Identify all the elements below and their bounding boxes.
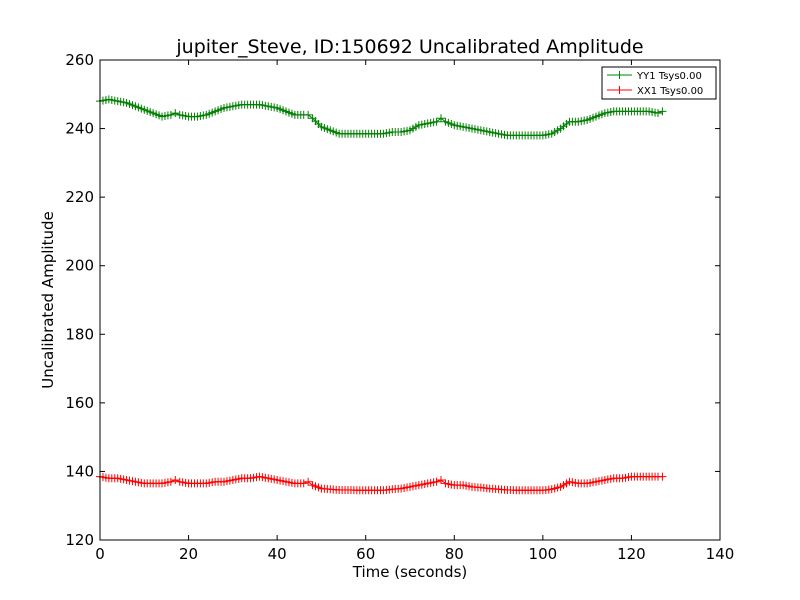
data-point-marker	[166, 477, 175, 486]
legend-swatch-marker	[615, 86, 624, 94]
legend-swatch-marker	[615, 71, 624, 79]
data-point-marker	[437, 476, 445, 484]
x-tick-label: 0	[95, 545, 105, 563]
series-xx1	[96, 472, 667, 495]
data-point-marker	[658, 472, 667, 481]
y-tick-label: 160	[65, 394, 94, 412]
y-tick-label: 220	[65, 188, 94, 206]
y-tick-label: 200	[65, 257, 94, 275]
axes-frame	[99, 59, 721, 541]
data-point-marker	[299, 479, 308, 488]
legend-box	[601, 66, 717, 100]
x-tick-label: 100	[529, 545, 558, 563]
x-tick-label: 60	[356, 545, 375, 563]
data-point-marker	[654, 109, 662, 118]
data-point-marker	[658, 107, 667, 116]
x-tick-label: 40	[268, 545, 287, 563]
series-yy1	[96, 95, 667, 140]
ticks: 0 20 40 60 80 100 120 140 120 140 160 180 200 220 240 2…	[65, 51, 734, 563]
y-tick-label: 180	[65, 325, 94, 343]
data-point-marker	[304, 477, 313, 486]
y-tick-label: 240	[65, 120, 94, 138]
data-point-marker	[432, 117, 441, 126]
y-tick-label: 140	[65, 462, 94, 480]
data-point-marker	[304, 110, 313, 119]
y-axis-label: Uncalibrated Amplitude	[39, 211, 57, 388]
legend: YY1 Tsys0.00 XX1 Tsys0.00	[601, 66, 717, 100]
x-tick-label: 120	[617, 545, 646, 563]
plot-area	[96, 95, 667, 495]
x-axis-label: Time (seconds)	[352, 563, 468, 581]
x-tick-label: 20	[179, 545, 198, 563]
legend-entry-label: XX1 Tsys0.00	[637, 86, 703, 97]
y-tick-label: 120	[65, 531, 94, 549]
y-tick-label: 260	[65, 51, 94, 69]
legend-entry-label: YY1 Tsys0.00	[636, 71, 702, 82]
data-point-marker	[166, 110, 175, 119]
data-point-marker	[171, 109, 180, 118]
x-tick-label: 80	[445, 545, 464, 563]
data-point-marker	[432, 477, 441, 486]
data-point-marker	[437, 114, 445, 123]
data-point-marker	[171, 476, 180, 484]
chart-title: jupiter_Steve, ID:150692 Uncalibrated Am…	[175, 36, 643, 58]
x-tick-label: 140	[706, 545, 735, 563]
